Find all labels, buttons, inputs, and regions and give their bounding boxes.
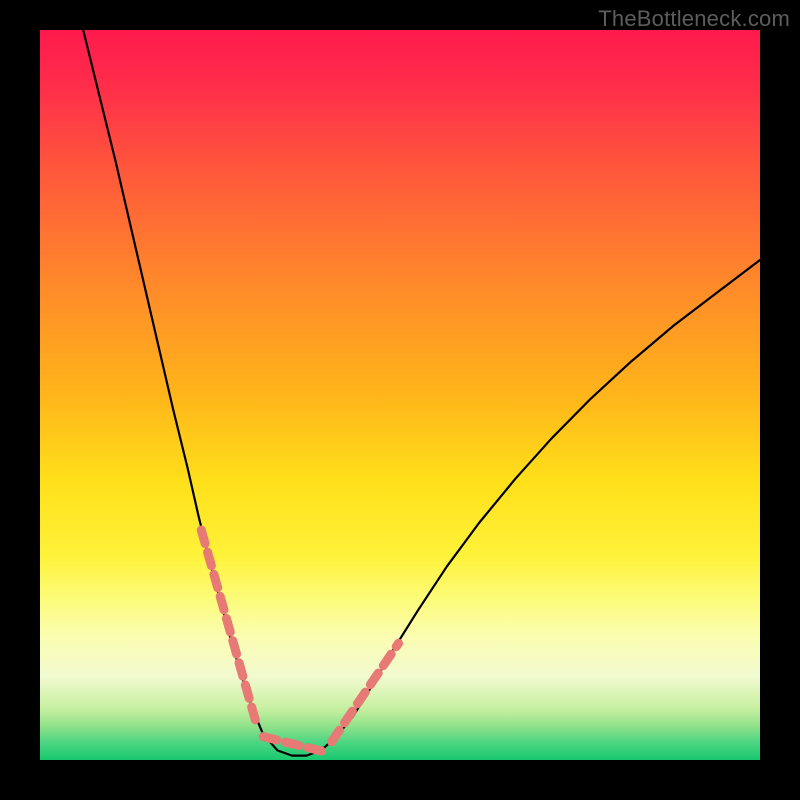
plot-area bbox=[40, 30, 760, 760]
chart-container: TheBottleneck.com bbox=[0, 0, 800, 800]
watermark-text: TheBottleneck.com bbox=[598, 6, 790, 32]
bottleneck-curve-chart bbox=[0, 0, 800, 800]
